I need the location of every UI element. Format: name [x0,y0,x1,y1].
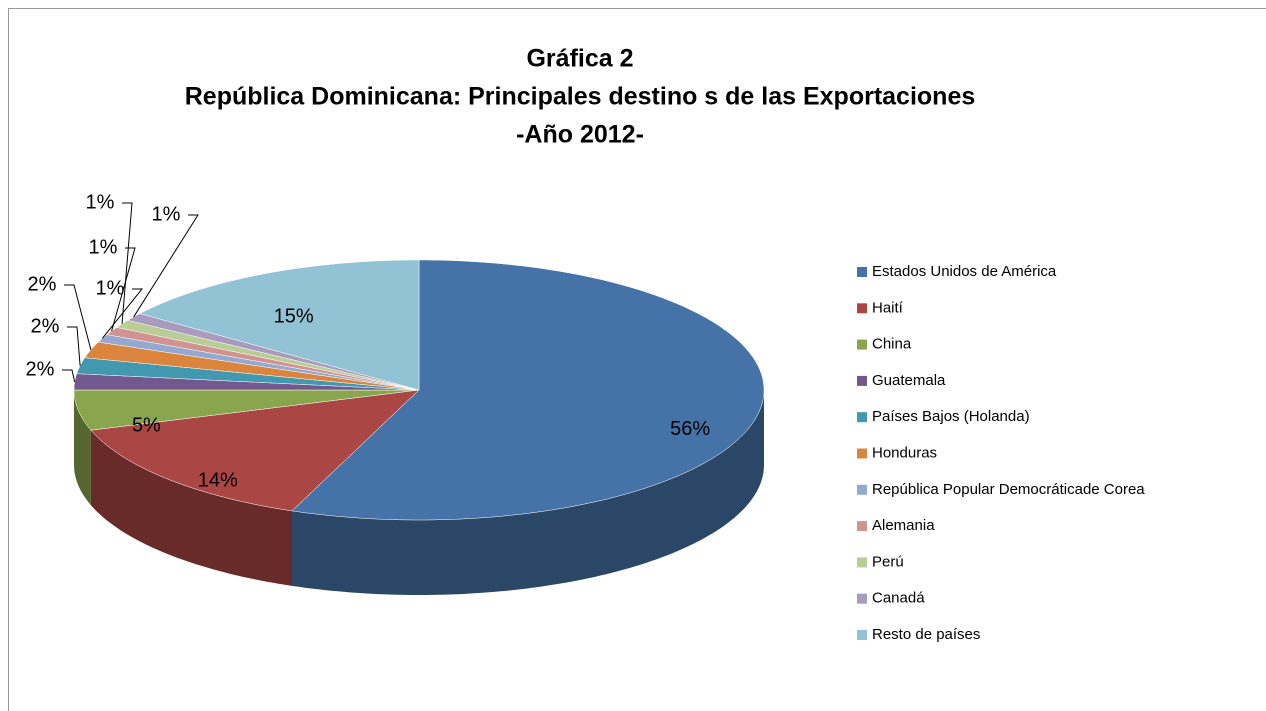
leader-line [101,288,144,339]
leader-line [62,369,76,382]
legend-swatch [857,484,867,495]
legend-swatch [857,303,867,314]
leader-line [64,284,92,350]
slice [291,259,765,521]
legend-swatch [857,593,867,604]
slice-side [292,390,764,595]
leader-line [121,202,133,324]
data-label: 1% [96,277,125,299]
legend-swatch [857,267,867,277]
slice [139,259,420,391]
chart-title: República Dominicana: Principales destin… [185,83,976,111]
chart-title: Gráfica 2 [526,45,633,73]
data-label: 56% [670,418,710,440]
slice [73,389,420,431]
legend-label: República Popular Democráticade Corea [872,481,1145,498]
legend-label: Estados Unidos de América [872,263,1057,280]
legend-label: Canadá [872,590,925,607]
legend-swatch [857,339,867,350]
legend-label: Honduras [872,444,937,461]
data-label: 14% [198,469,238,491]
legend-label: Perú [872,553,904,570]
legend-swatch [857,630,867,640]
legend-label: Países Bajos (Holanda) [872,408,1030,425]
legend-swatch [857,412,867,423]
data-label: 1% [152,203,181,225]
legend-label: Guatemala [872,372,946,389]
legend-swatch [857,557,867,568]
chart-frame [8,8,1266,711]
slice-side [90,430,293,586]
leader-line [67,326,81,366]
chart-title: -Año 2012- [516,121,644,149]
data-label: 5% [132,415,161,437]
data-label: 2% [31,315,60,337]
leader-line [133,214,199,318]
legend-label: China [872,336,912,353]
data-label: 2% [28,273,57,295]
legend-swatch [857,448,867,459]
data-label: 2% [26,358,55,380]
legend-label: Alemania [872,517,935,534]
legend-swatch [857,521,867,532]
data-label: 15% [274,306,314,328]
data-label: 1% [86,191,115,213]
legend-label: Haití [872,299,904,316]
legend-label: Resto de países [872,626,980,643]
slice-side [74,390,91,506]
data-label: 1% [89,236,118,258]
legend-swatch [857,375,867,386]
